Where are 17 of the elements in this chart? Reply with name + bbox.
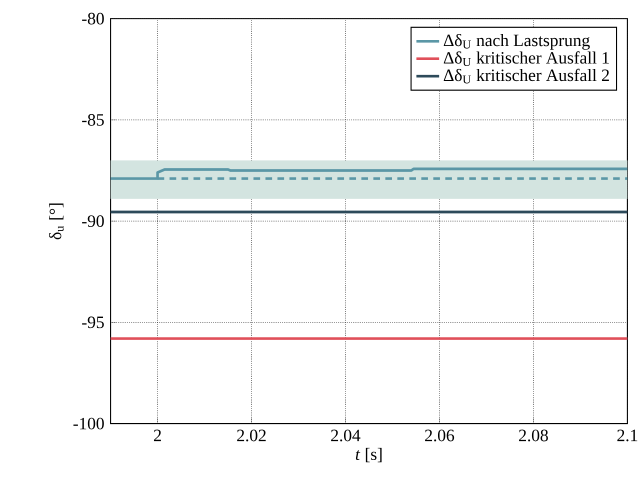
y-tick-label: -95 [82,316,104,328]
x-tick-label: 2.08 [519,430,548,442]
x-axis-title: t [s] [356,448,382,462]
x-tick-label: 2.06 [425,430,454,442]
legend-label: Δδ$_{U}$ nach Lastsprung [444,34,590,50]
x-tick-label: 2.04 [331,430,360,442]
x-tick-label: 2 [154,430,161,442]
x-tick-label: 2.1 [617,430,638,442]
line-series [110,168,628,180]
y-tick-label: -80 [82,12,104,25]
x-tick-label: 2.02 [237,430,266,442]
legend-label: Δδ$_{U}$ kritischer Ausfall 2 [444,68,609,84]
y-axis-title: δ$_{u}$ [°] [49,204,64,240]
y-tick-label: -90 [82,215,104,228]
legend-label: Δδ$_{U}$ kritischer Ausfall 1 [444,51,609,66]
y-tick-label: -100 [73,418,104,430]
y-tick-label: -85 [82,114,104,126]
